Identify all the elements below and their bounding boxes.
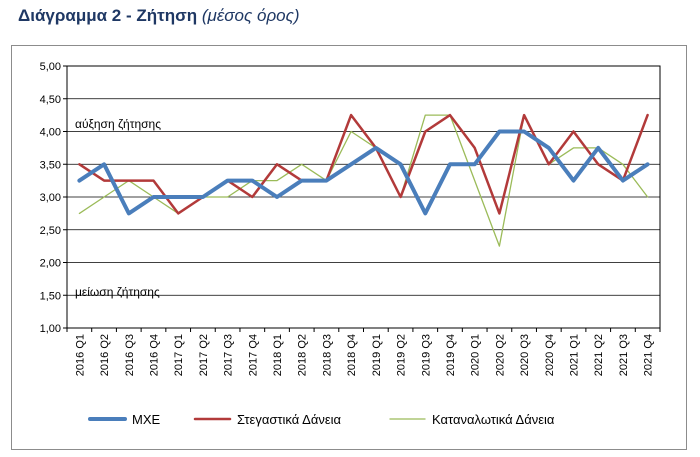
legend: ΜΧΕ Στεγαστικά Δάνεια Καταναλωτικά Δάνεια xyxy=(88,412,555,427)
legend-label: Στεγαστικά Δάνεια xyxy=(237,412,342,427)
series-line xyxy=(78,114,649,247)
chart-title-main: Διάγραμμα 2 - Ζήτηση xyxy=(18,6,198,25)
y-tick-label: 5,00 xyxy=(40,61,61,73)
series-line xyxy=(77,129,650,216)
x-tick-label: 2021 Q3 xyxy=(618,334,630,376)
x-tick-label: 2016 Q4 xyxy=(148,334,160,376)
series-lines xyxy=(77,113,650,247)
y-tick-label: 2,50 xyxy=(40,225,61,237)
x-tick-label: 2021 Q4 xyxy=(643,334,655,376)
y-tick-label: 3,50 xyxy=(40,159,61,171)
chart-title: Διάγραμμα 2 - Ζήτηση (μέσος όρος) xyxy=(18,6,300,26)
x-tick-label: 2017 Q4 xyxy=(247,334,259,376)
x-tick-label: 2018 Q4 xyxy=(346,334,358,376)
y-tick-label: 3,00 xyxy=(40,192,61,204)
x-tick-label: 2018 Q2 xyxy=(297,334,309,376)
x-axis-ticks: 2016 Q1 2016 Q2 2016 Q3 2016 Q4 2017 Q1 2017 … xyxy=(66,328,661,376)
chart-title-sub: (μέσος όρος) xyxy=(201,6,300,25)
x-tick-label: 2017 Q1 xyxy=(173,334,185,376)
x-tick-label: 2019 Q4 xyxy=(445,334,457,376)
x-tick-label: 2020 Q2 xyxy=(494,334,506,376)
x-tick-label: 2019 Q3 xyxy=(420,334,432,376)
x-tick-label: 2019 Q1 xyxy=(371,334,383,376)
annotation-increase: αύξηση ζήτησης xyxy=(75,117,161,131)
x-tick-label: 2017 Q2 xyxy=(198,334,210,376)
x-tick-label: 2020 Q4 xyxy=(544,334,556,376)
x-tick-label: 2017 Q3 xyxy=(223,334,235,376)
series-line xyxy=(78,113,649,215)
x-tick-label: 2016 Q3 xyxy=(124,334,136,376)
x-tick-label: 2019 Q2 xyxy=(396,334,408,376)
x-tick-label: 2016 Q2 xyxy=(99,334,111,376)
annotations: αύξηση ζήτησης μείωση ζήτησης xyxy=(75,117,161,299)
x-tick-label: 2020 Q3 xyxy=(519,334,531,376)
x-tick-label: 2018 Q3 xyxy=(321,334,333,376)
y-axis-ticks: 1,00 1,50 2,00 2,50 3,00 3,50 4,00 4,50 5,00 xyxy=(40,61,67,335)
x-tick-label: 2021 Q1 xyxy=(569,334,581,376)
annotation-decrease: μείωση ζήτησης xyxy=(75,285,160,299)
y-tick-label: 4,00 xyxy=(40,127,61,139)
legend-label: ΜΧΕ xyxy=(132,412,161,427)
y-tick-label: 2,00 xyxy=(40,258,61,270)
y-tick-label: 4,50 xyxy=(40,94,61,106)
x-tick-label: 2021 Q2 xyxy=(593,334,605,376)
y-tick-label: 1,50 xyxy=(40,290,61,302)
legend-label: Καταναλωτικά Δάνεια xyxy=(432,412,555,427)
chart-frame xyxy=(11,45,687,450)
y-tick-label: 1,00 xyxy=(40,323,61,335)
x-tick-label: 2016 Q1 xyxy=(74,334,86,376)
x-tick-label: 2018 Q1 xyxy=(272,334,284,376)
x-tick-label: 2020 Q1 xyxy=(470,334,482,376)
